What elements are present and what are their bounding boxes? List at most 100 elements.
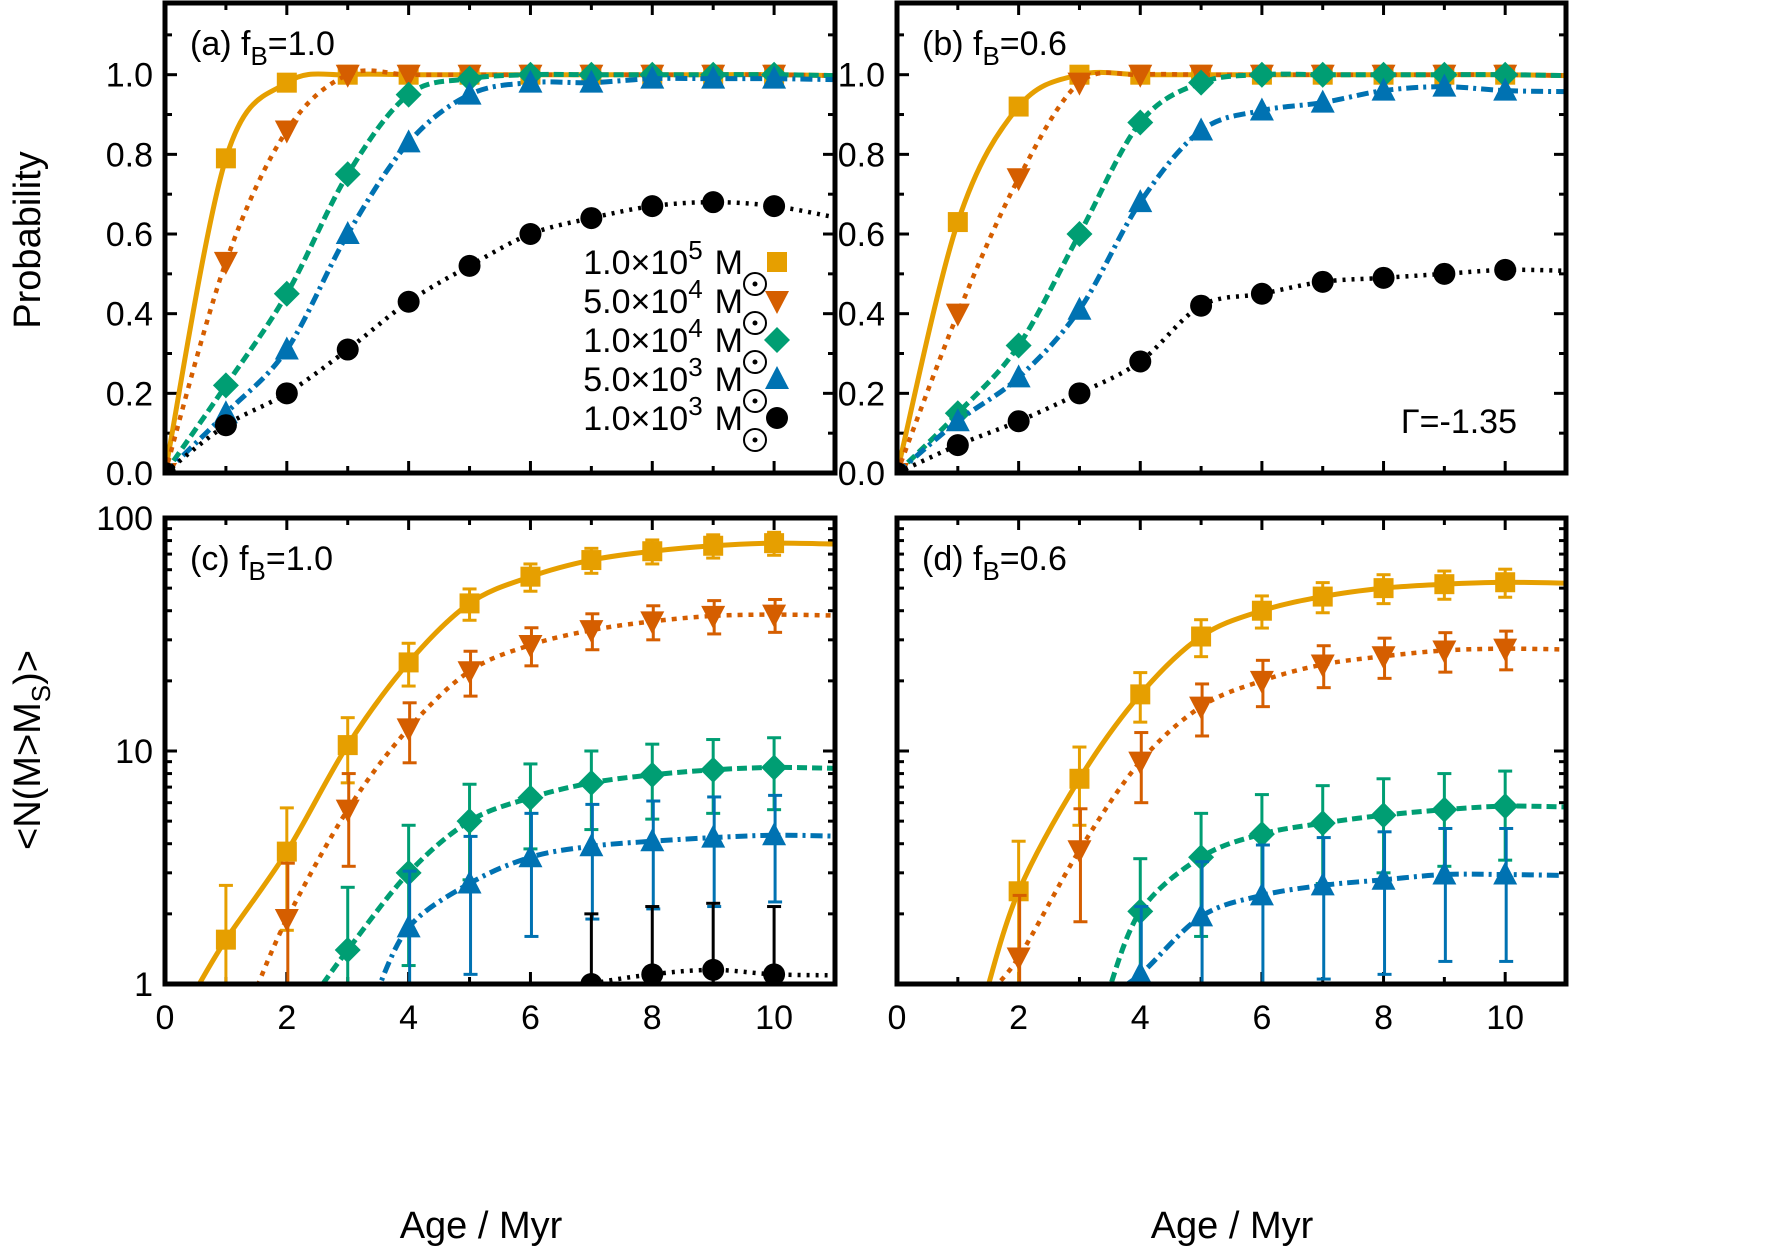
legend-marker	[765, 291, 789, 314]
y-tick-label: 1.0	[106, 57, 153, 95]
series-line	[255, 612, 835, 984]
data-point	[518, 844, 543, 868]
x-tick-label: 6	[521, 999, 540, 1037]
data-point	[761, 754, 788, 781]
data-point	[1493, 638, 1518, 662]
panel-c: 0 2 4 6 8 10 1 10 100 (c) fB=1.0	[96, 500, 838, 1037]
data-point	[1128, 751, 1153, 775]
plot-frame	[162, 515, 838, 987]
sun-symbol-dot	[752, 398, 758, 404]
data-point	[458, 254, 481, 277]
data-point	[518, 69, 543, 93]
legend-marker	[765, 366, 789, 389]
data-point	[396, 718, 421, 742]
data-point	[1309, 810, 1336, 837]
data-point	[1434, 574, 1455, 595]
y-tick-label: 0.0	[106, 455, 153, 493]
data-point	[1189, 903, 1214, 927]
data-point	[335, 64, 360, 88]
data-point	[642, 541, 663, 562]
data-point	[945, 408, 970, 432]
y-tick-label: 0.2	[106, 375, 153, 413]
data-point	[1006, 168, 1031, 192]
series-group	[165, 61, 835, 473]
data-point	[274, 909, 299, 933]
data-point	[580, 207, 603, 230]
legend-marker-diamond	[743, 327, 790, 374]
data-point	[703, 535, 724, 556]
data-point	[397, 290, 420, 313]
panel-a: 0.0 0.2 0.4 0.6 0.8 1.0 (a) fB=1.0	[106, 0, 838, 493]
x-tick-label: 10	[755, 999, 793, 1037]
data-point	[1249, 670, 1274, 694]
y-tick-label: 1	[134, 966, 153, 1004]
legend-entry-4: 5.0×103 M	[583, 352, 789, 413]
series-group	[196, 530, 835, 984]
data-point	[1492, 61, 1519, 88]
data-point	[274, 336, 299, 360]
data-point	[1492, 793, 1519, 820]
series-line	[1122, 871, 1566, 984]
series-line	[319, 764, 835, 984]
data-point	[1007, 410, 1030, 433]
data-point	[335, 799, 360, 823]
x-tick-label: 0	[156, 999, 175, 1037]
panel-b: 0.0 0.2 0.4 0.6 0.8 1.0 (b) fB=0.6	[838, 0, 1569, 493]
data-point	[337, 735, 358, 756]
data-point	[396, 914, 421, 938]
data-point	[1371, 77, 1396, 101]
data-point	[276, 841, 297, 862]
data-point	[335, 221, 360, 245]
data-point	[1128, 64, 1153, 88]
legend-marker-circle	[743, 407, 788, 452]
data-point	[1249, 882, 1274, 906]
plot-frame	[162, 0, 838, 476]
data-point	[1067, 72, 1092, 96]
data-point	[1188, 69, 1215, 96]
data-point	[334, 161, 361, 188]
bottom-y-label-end: )>	[7, 650, 49, 685]
panel-label: (a) fB=1.0	[190, 25, 335, 71]
y-tick-label: 0.6	[106, 216, 153, 254]
data-point	[1129, 350, 1152, 373]
legend-entry-1: 1.0×105 M	[583, 235, 787, 296]
data-point	[1493, 77, 1518, 101]
data-point	[579, 69, 604, 93]
data-point	[641, 963, 664, 984]
data-point	[702, 191, 725, 214]
data-point	[580, 973, 603, 984]
data-point	[1128, 961, 1153, 984]
data-point	[215, 148, 236, 169]
bottom-y-label-sub: S	[26, 685, 56, 702]
data-point	[1432, 640, 1457, 664]
data-point	[1370, 802, 1397, 829]
data-point	[1066, 221, 1093, 248]
data-point	[1250, 282, 1273, 305]
data-point	[1373, 578, 1394, 599]
legend-label-3: 1.0×104 M	[583, 313, 743, 360]
data-point	[700, 756, 727, 783]
legend: 1.0×105 M 5.0×104 M 1.0×104 M 5.0×103 M 1.0×…	[583, 235, 790, 452]
data-point	[762, 604, 787, 628]
legend-label-5: 1.0×103 M	[583, 391, 743, 438]
data-point	[1248, 821, 1275, 848]
data-point	[1370, 61, 1397, 88]
plot-frame	[894, 515, 1569, 987]
data-point	[518, 635, 543, 659]
panel-label: (c) fB=1.0	[190, 540, 333, 586]
x-tick-label: 4	[399, 999, 418, 1037]
x-tick-label: 6	[1252, 999, 1271, 1037]
y-tick-label: 0.4	[106, 296, 153, 334]
legend-entry-5: 1.0×103 M	[583, 391, 788, 452]
data-point	[701, 824, 726, 848]
data-point	[395, 81, 422, 108]
data-point	[1069, 768, 1090, 789]
legend-entry-2: 5.0×104 M	[583, 274, 789, 335]
data-point	[578, 769, 605, 796]
data-point	[276, 72, 297, 93]
data-point	[519, 223, 542, 246]
data-point	[946, 434, 969, 457]
sun-symbol	[743, 428, 767, 452]
legend-marker-square	[743, 252, 787, 296]
data-point	[1248, 61, 1275, 88]
